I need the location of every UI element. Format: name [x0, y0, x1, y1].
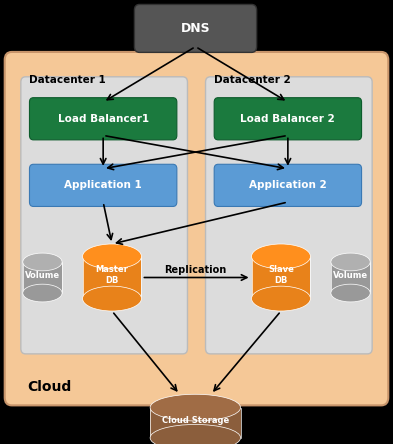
Text: Cloud: Cloud — [28, 380, 72, 394]
Ellipse shape — [331, 253, 370, 271]
Text: Datacenter 2: Datacenter 2 — [214, 75, 291, 85]
Text: Slave
DB: Slave DB — [268, 265, 294, 285]
FancyBboxPatch shape — [5, 52, 388, 405]
Ellipse shape — [23, 253, 62, 271]
FancyBboxPatch shape — [134, 4, 257, 52]
Text: Load Balancer 2: Load Balancer 2 — [241, 114, 335, 124]
Ellipse shape — [331, 284, 370, 302]
Text: Replication: Replication — [164, 265, 226, 274]
Text: Cloud Storage: Cloud Storage — [162, 416, 229, 425]
Ellipse shape — [252, 244, 310, 269]
FancyBboxPatch shape — [214, 164, 362, 206]
Bar — [23, 262, 62, 293]
Text: Datacenter 1: Datacenter 1 — [29, 75, 106, 85]
FancyBboxPatch shape — [214, 98, 362, 140]
Ellipse shape — [83, 286, 141, 311]
Ellipse shape — [83, 244, 141, 269]
Text: Volume: Volume — [25, 271, 60, 280]
Ellipse shape — [150, 424, 241, 444]
Text: Master
DB: Master DB — [95, 265, 129, 285]
Ellipse shape — [23, 284, 62, 302]
FancyBboxPatch shape — [29, 164, 177, 206]
Ellipse shape — [150, 394, 241, 421]
FancyBboxPatch shape — [206, 77, 372, 354]
FancyBboxPatch shape — [21, 77, 187, 354]
Bar — [83, 257, 141, 298]
Text: Application 2: Application 2 — [249, 180, 327, 190]
Text: Volume: Volume — [333, 271, 368, 280]
Text: DNS: DNS — [181, 22, 210, 35]
FancyBboxPatch shape — [29, 98, 177, 140]
Bar — [150, 408, 241, 438]
Text: Load Balancer1: Load Balancer1 — [58, 114, 149, 124]
Text: Application 1: Application 1 — [64, 180, 142, 190]
Bar — [331, 262, 370, 293]
Bar — [252, 257, 310, 298]
Ellipse shape — [252, 286, 310, 311]
